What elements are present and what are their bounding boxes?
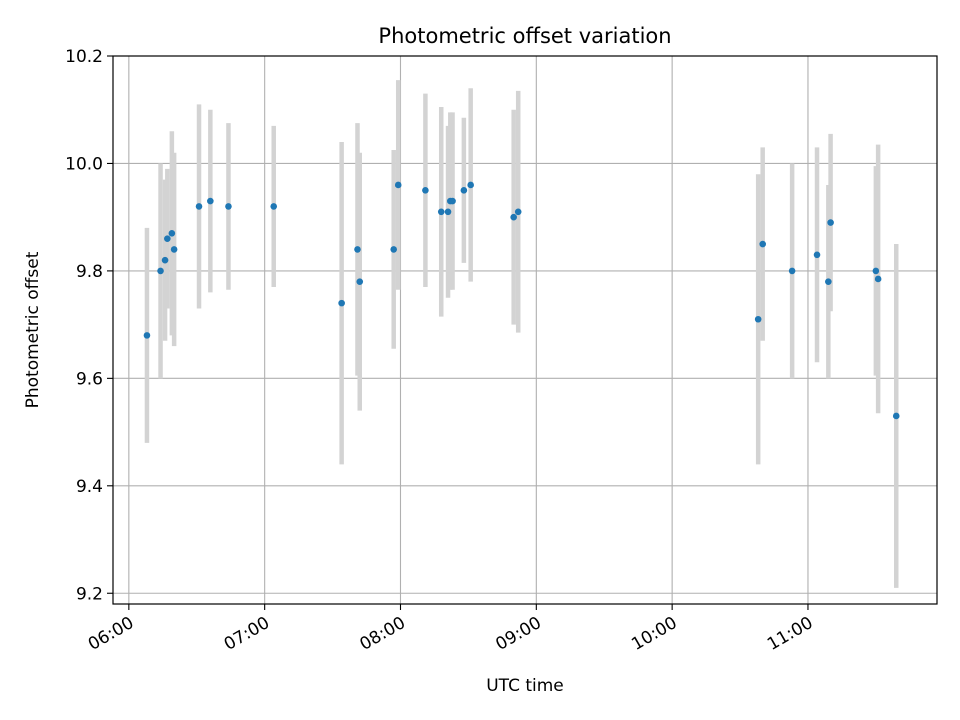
x-tick-label: 10:00: [628, 613, 680, 655]
data-point: [157, 267, 164, 275]
data-point: [825, 278, 832, 285]
data-point: [225, 203, 232, 210]
data-point: [788, 267, 796, 275]
data-point: [460, 187, 468, 194]
y-tick-label: 10.0: [65, 154, 103, 174]
y-axis-label: Photometric offset: [23, 251, 43, 408]
data-point: [422, 187, 429, 194]
y-tick-label: 9.8: [76, 262, 103, 282]
x-tick-label: 11:00: [764, 613, 816, 655]
data-point: [467, 181, 474, 189]
x-tick-label: 09:00: [492, 613, 544, 655]
data-point: [356, 278, 364, 285]
data-point: [195, 203, 203, 210]
data-point: [338, 299, 345, 307]
chart-title: Photometric offset variation: [378, 24, 671, 48]
data-point: [759, 240, 766, 248]
grid: [113, 55, 937, 604]
data-point: [872, 267, 880, 275]
data-point: [394, 181, 402, 189]
data-point: [207, 197, 214, 205]
data-point: [510, 213, 517, 221]
data-point: [390, 246, 398, 253]
x-tick-label: 08:00: [357, 613, 409, 655]
x-axis-label: UTC time: [486, 676, 564, 696]
data-point: [754, 315, 762, 323]
data-point: [874, 275, 882, 283]
y-tick-label: 9.2: [76, 584, 103, 604]
data-point: [892, 412, 900, 420]
y-tick-label: 9.4: [76, 477, 103, 497]
data-point: [813, 251, 821, 259]
data-point: [437, 208, 445, 216]
y-tick-label: 9.6: [76, 369, 103, 389]
x-tick-label: 07:00: [221, 613, 273, 655]
x-tick-label: 06:00: [85, 613, 137, 655]
data-point: [354, 246, 361, 253]
data-point: [270, 203, 278, 210]
data-point: [143, 332, 151, 339]
data-point: [444, 208, 452, 216]
x-ticks: 06:00 07:00 08:00 09:00 10:00 11:00: [85, 604, 816, 655]
data-point: [161, 256, 169, 264]
data-point: [514, 208, 522, 216]
data-point: [827, 219, 834, 226]
y-ticks: 9.2 9.4 9.6 9.8 10.0 10.2: [65, 47, 113, 604]
y-tick-label: 10.2: [65, 47, 103, 67]
data-point: [168, 229, 176, 237]
data-point: [164, 235, 171, 242]
data-points: [143, 181, 900, 420]
data-point: [170, 246, 178, 253]
data-point: [449, 197, 456, 205]
plot-frame: [112, 55, 938, 605]
errorbars: [144, 80, 899, 588]
